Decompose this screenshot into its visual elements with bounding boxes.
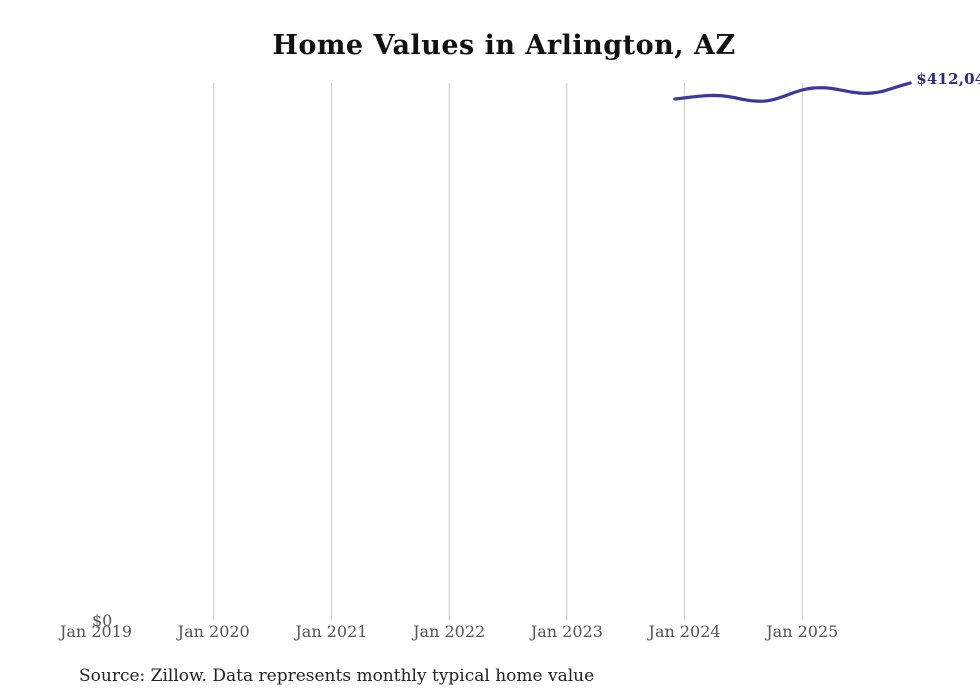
x-tick-label: Jan 2022 xyxy=(413,622,486,641)
x-tick-label: Jan 2023 xyxy=(530,622,603,641)
x-tick-label: Jan 2021 xyxy=(295,622,368,641)
x-tick-label: Jan 2020 xyxy=(177,622,250,641)
latest-value-label: $412,044 xyxy=(916,70,980,88)
value-line xyxy=(673,81,912,103)
gridlines xyxy=(213,83,803,620)
source-note: Source: Zillow. Data represents monthly … xyxy=(79,666,595,686)
x-tick-label: Jan 2025 xyxy=(766,622,839,641)
chart-title: Home Values in Arlington, AZ xyxy=(272,30,736,61)
x-tick-label: Jan 2019 xyxy=(59,622,133,641)
y-axis-zero-label: $0 xyxy=(92,611,113,630)
x-tick-label: Jan 2024 xyxy=(648,622,721,641)
